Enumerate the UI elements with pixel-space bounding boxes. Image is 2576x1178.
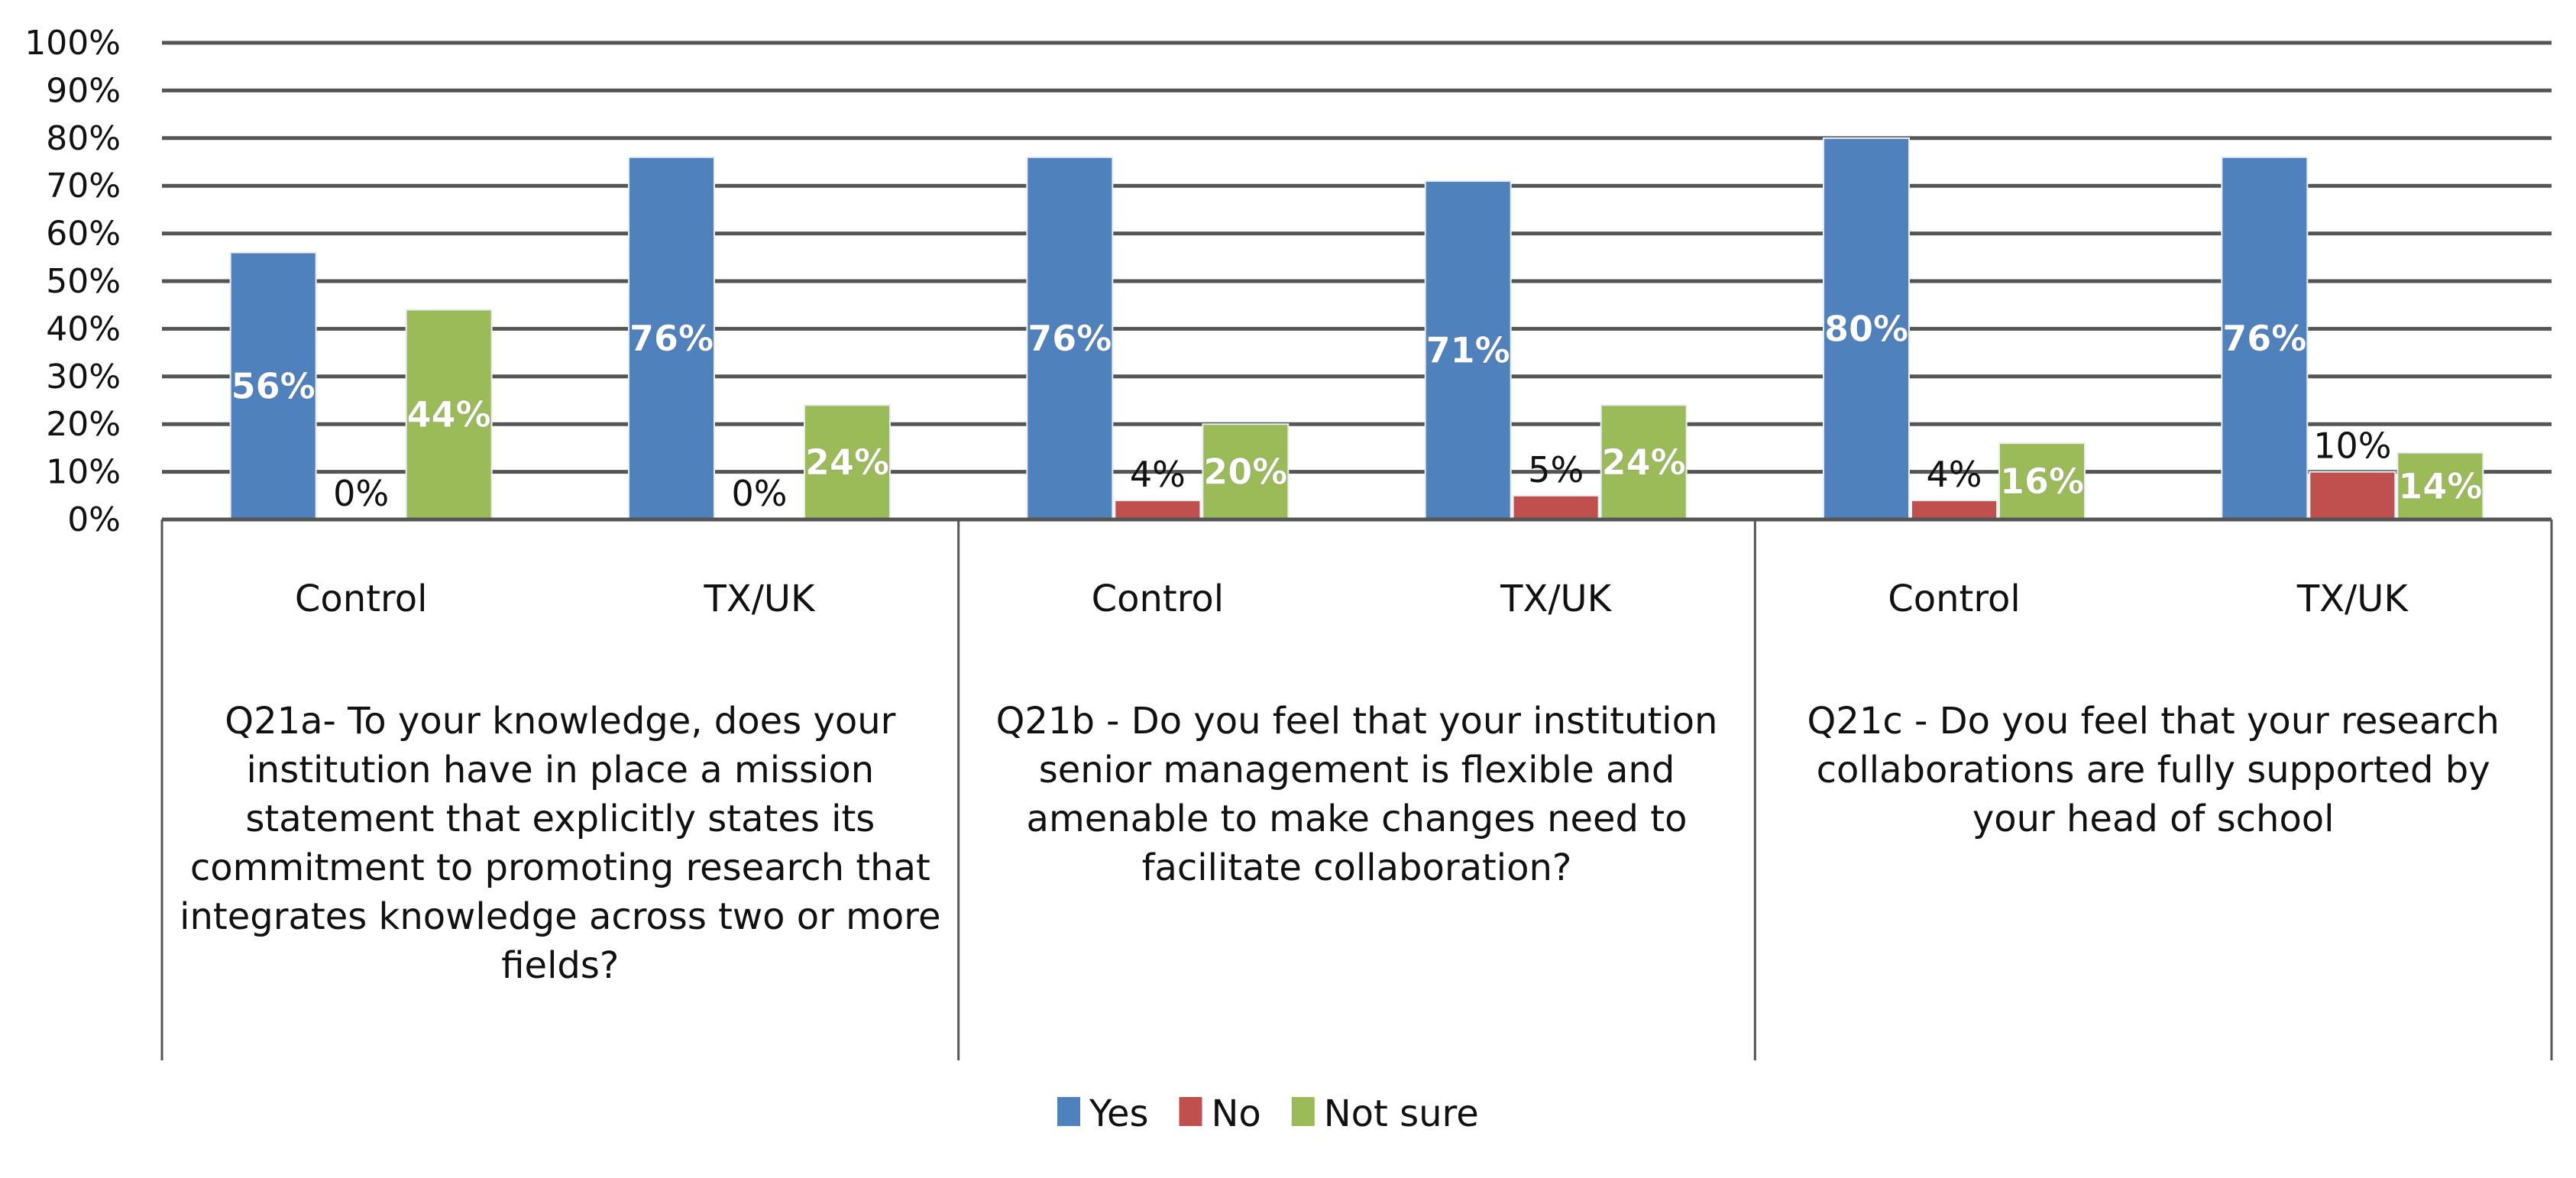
- y-tick-label: 0%: [67, 500, 121, 539]
- group-label: statement that explicitly states its: [245, 798, 875, 840]
- y-tick-label: 20%: [46, 405, 121, 444]
- legend-label: Yes: [1089, 1092, 1148, 1135]
- legend-swatch: [1291, 1097, 1315, 1126]
- bar-yes: [628, 156, 715, 520]
- data-label: 76%: [629, 318, 714, 359]
- data-label: 76%: [1027, 318, 1112, 359]
- group-label: Q21a- To your knowledge, does your: [225, 700, 895, 743]
- group-label: senior management is flexible and: [1039, 749, 1675, 791]
- y-tick-label: 50%: [46, 262, 121, 301]
- legend-label: No: [1211, 1092, 1260, 1135]
- data-label: 20%: [1203, 451, 1287, 493]
- data-label: 24%: [805, 442, 889, 483]
- y-tick-label: 100%: [24, 24, 121, 63]
- y-tick-label: 90%: [46, 71, 121, 110]
- data-label: 5%: [1528, 449, 1584, 490]
- y-tick-label: 70%: [46, 167, 121, 206]
- data-label: 16%: [2000, 461, 2084, 502]
- group-label: amenable to make changes need to: [1027, 798, 1688, 840]
- data-label: 14%: [2398, 465, 2482, 506]
- data-label: 71%: [1426, 329, 1510, 371]
- x-tick-label: TX/UK: [2296, 578, 2409, 620]
- y-tick-label: 10%: [46, 453, 121, 492]
- x-tick-label: TX/UK: [704, 578, 817, 620]
- data-label: 24%: [1602, 442, 1686, 483]
- group-label: Q21b - Do you feel that your institution: [996, 700, 1718, 743]
- data-label: 0%: [732, 473, 788, 514]
- group-label: collaborations are fully supported by: [1817, 749, 2490, 791]
- x-tick-label: Control: [1888, 578, 2021, 620]
- data-label: 56%: [231, 365, 316, 406]
- legend: Yes No Not sure: [1057, 1092, 1479, 1135]
- bar-not-sure: [2396, 451, 2484, 521]
- data-label: 80%: [1824, 308, 1908, 349]
- group-label: integrates knowledge across two or more: [180, 895, 940, 938]
- category-axis: Control TX/UK Control TX/UK Control TX/UK Q21a…: [160, 517, 2553, 1060]
- legend-swatch: [1057, 1097, 1080, 1126]
- data-label: 76%: [2222, 318, 2306, 359]
- group-label: institution have in place a mission: [246, 749, 874, 791]
- bar-no: [2309, 471, 2396, 520]
- gridlines: [162, 40, 2552, 474]
- group-label: fields?: [501, 944, 619, 987]
- bar-not-sure: [1998, 442, 2086, 520]
- bar-yes: [1424, 180, 1512, 521]
- legend-label: Not sure: [1324, 1092, 1479, 1135]
- y-axis-ticks: 0% 10% 20% 30% 40% 50% 60% 70% 80% 90% 100%: [24, 24, 121, 539]
- bar-yes: [229, 251, 317, 520]
- bar-yes: [1823, 137, 1910, 521]
- bar-no: [1911, 500, 1998, 520]
- y-tick-label: 80%: [46, 119, 121, 158]
- group-label: your head of school: [1972, 798, 2335, 840]
- data-label: 4%: [1130, 454, 1186, 495]
- x-tick-label: Control: [1092, 578, 1225, 620]
- x-tick-label: TX/UK: [1500, 578, 1613, 620]
- y-tick-label: 60%: [46, 215, 121, 254]
- data-labels: 56% 76% 76% 71% 80% 76% 0% 0% 4% 5% 4% 10% 44% 24% 20%…: [231, 308, 2483, 514]
- group-label: Q21c - Do you feel that your research: [1807, 700, 2500, 743]
- bar-not-sure: [1600, 404, 1688, 520]
- group-label: facilitate collaboration?: [1142, 846, 1572, 889]
- bar-not-sure: [405, 309, 493, 520]
- data-label: 44%: [407, 394, 491, 435]
- y-tick-label: 30%: [46, 358, 121, 396]
- bar-no: [1512, 494, 1600, 520]
- bar-no: [1114, 500, 1202, 520]
- bar-not-sure: [1202, 423, 1290, 521]
- data-label: 10%: [2313, 426, 2391, 467]
- x-tick-label: Control: [295, 578, 428, 620]
- y-tick-label: 40%: [46, 309, 121, 348]
- bar-yes: [2221, 156, 2309, 520]
- data-label: 0%: [333, 473, 389, 514]
- group-label: commitment to promoting research that: [190, 846, 930, 889]
- bar-not-sure: [804, 404, 891, 520]
- data-label: 4%: [1927, 454, 1982, 495]
- legend-swatch: [1179, 1097, 1202, 1126]
